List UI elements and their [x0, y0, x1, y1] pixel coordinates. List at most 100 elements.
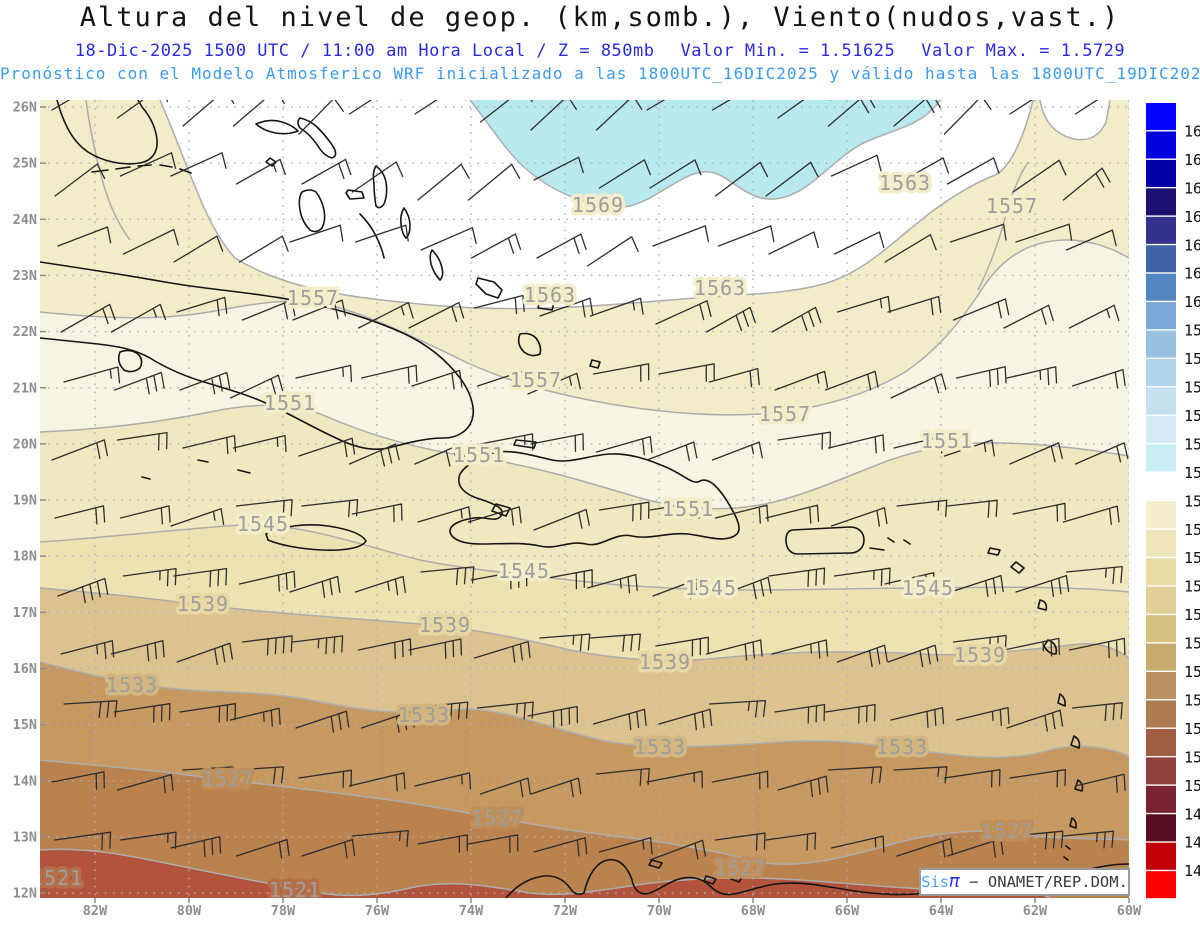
contour-lines	[40, 100, 1129, 898]
gonave-island	[491, 503, 511, 517]
bimini-island	[265, 157, 277, 167]
vieques-island	[869, 547, 885, 551]
wind-barb	[182, 434, 237, 455]
wind-barb	[357, 301, 414, 329]
wind-barb	[354, 224, 409, 243]
lon-axis-label: 68W	[741, 903, 766, 919]
wind-barb	[60, 640, 115, 660]
grand-bahama-island	[255, 119, 299, 135]
wind-barb	[714, 504, 769, 524]
wind-barb	[119, 831, 177, 849]
barbuda-island	[1010, 561, 1025, 574]
inagua-island	[517, 332, 542, 357]
wind-barb	[827, 100, 876, 127]
wind-barb	[241, 299, 296, 321]
wind-barb	[598, 837, 653, 855]
colorbar-segment	[1146, 842, 1176, 870]
lat-axis-label: 13N	[13, 829, 37, 845]
wind-barb	[119, 152, 177, 177]
colorbar-tick-label: 1557	[1184, 521, 1200, 539]
wind-barb	[833, 231, 885, 255]
colorbar-tick-label: 1575	[1184, 435, 1200, 453]
contour-label: 1557	[986, 194, 1038, 218]
wind-barb	[1009, 100, 1033, 115]
colorbar-segment	[1146, 501, 1176, 529]
cuba-coast	[40, 261, 475, 451]
wind-barb	[539, 297, 594, 318]
lat-axis-label: 21N	[13, 380, 37, 396]
lat-axis-label: 24N	[13, 212, 37, 228]
wind-barb	[170, 152, 227, 177]
contour-label: 1551	[453, 443, 505, 467]
long-island-bahamas	[429, 249, 444, 281]
colorbar-tick-label: 1563	[1184, 492, 1200, 510]
wind-barb	[57, 226, 112, 247]
colorbar-tick-label: 1587	[1184, 379, 1200, 397]
wind-barb	[598, 501, 650, 522]
wind-barb	[530, 433, 584, 453]
wind-barb	[63, 366, 121, 384]
wind-barb	[467, 163, 521, 201]
wind-barb	[232, 434, 287, 453]
wind-barb	[717, 576, 772, 600]
lat-axis-label: 12N	[13, 886, 37, 902]
colorbar-tick-label: 1527	[1184, 663, 1200, 681]
wind-barb	[774, 370, 829, 391]
wind-barb	[595, 100, 643, 131]
wind-barb	[54, 505, 106, 525]
lon-axis-label: 64W	[929, 903, 954, 919]
wind-barb	[170, 836, 222, 858]
lat-axis-label: 20N	[13, 436, 37, 452]
wind-barb	[354, 575, 406, 596]
wind-barb	[893, 434, 951, 454]
wind-barb	[179, 703, 237, 723]
value-min-text: Valor Min. = 1.51625	[680, 41, 896, 61]
lat-axis-label: 17N	[13, 605, 37, 621]
wind-barb	[479, 433, 534, 451]
wind-barb	[777, 775, 829, 798]
wind-barb	[836, 644, 888, 668]
lat-axis-label: 14N	[13, 773, 37, 789]
page-title: Altura del nivel de geop. (km,somb.), Vi…	[79, 2, 1121, 33]
wind-barb	[943, 439, 995, 457]
lon-axis-label: 76W	[365, 903, 390, 919]
colorbar-segment	[1146, 529, 1176, 557]
lon-axis-label: 60W	[1117, 903, 1142, 919]
contour-label: 1527	[202, 767, 254, 791]
wind-barb	[351, 503, 403, 523]
wind-barb	[301, 838, 356, 859]
wind-barb	[176, 642, 234, 666]
lat-axis-label: 22N	[13, 324, 37, 340]
wind-barb	[890, 706, 945, 729]
wind-barb	[655, 636, 709, 657]
wind-barb	[536, 569, 593, 590]
wind-barb	[1003, 637, 1061, 657]
wind-barb	[408, 301, 465, 329]
wind-barb	[649, 501, 701, 521]
wind-barb	[955, 706, 1010, 727]
colorbar-segment	[1146, 757, 1176, 785]
colorbar-segment	[1146, 728, 1176, 756]
tortuga-island	[513, 439, 537, 449]
wind-barb	[292, 635, 344, 655]
wind-barb	[887, 644, 939, 668]
colorbar-segment	[1146, 558, 1176, 586]
wind-barb	[586, 573, 638, 594]
contour-label: 1551	[921, 429, 973, 453]
subtitle-validtime: 18-Dic-2025 1500 UTC / 11:00 am Hora Loc…	[0, 41, 1200, 61]
contour-label: 1539	[639, 650, 691, 674]
wind-barb	[598, 159, 652, 189]
map-area: 1569 1563 1563 1563 1557 1557 1557 1557 1551 1551…	[40, 100, 1129, 898]
wind-barb	[479, 777, 531, 798]
wind-barb	[414, 772, 472, 790]
guadeloupe-island	[1043, 639, 1058, 655]
wind-barb	[589, 297, 644, 317]
wind-barb	[652, 576, 707, 600]
andros-island	[298, 189, 326, 233]
wind-barb	[119, 505, 171, 525]
wind-barb	[527, 372, 582, 395]
colorbar-segment	[1146, 871, 1176, 899]
wind-barb	[116, 100, 169, 119]
colorbar-tick-label: 1509	[1184, 748, 1200, 766]
